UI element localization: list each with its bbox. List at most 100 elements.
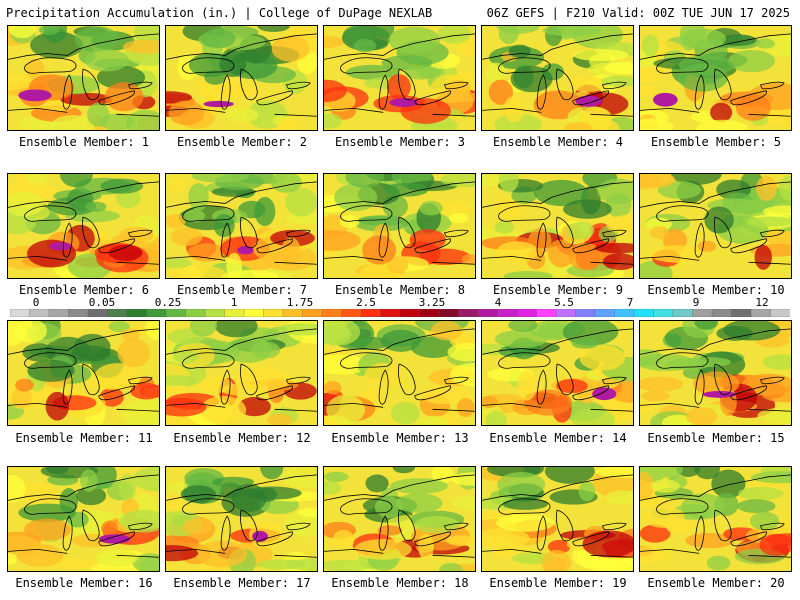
precip-colorbar [10, 309, 790, 317]
ensemble-panel [165, 320, 318, 426]
colorbar-tick-label: 2.5 [356, 296, 376, 309]
ensemble-panel [481, 173, 634, 279]
colorbar-swatch [360, 309, 381, 317]
ensemble-panel [481, 466, 634, 572]
ensemble-member-label: Ensemble Member: 9 [492, 283, 624, 297]
colorbar-swatch [594, 309, 615, 317]
colorbar-swatch [692, 309, 713, 317]
colorbar-swatch [282, 309, 303, 317]
precip-field-map [8, 467, 159, 571]
colorbar-tick-label: 7 [626, 296, 634, 309]
ensemble-member-label: Ensemble Member: 6 [18, 283, 150, 297]
colorbar-swatch [399, 309, 420, 317]
colorbar-swatch [419, 309, 440, 317]
colorbar-swatch [750, 309, 771, 317]
ensemble-panel [7, 466, 160, 572]
colorbar-swatch [224, 309, 245, 317]
ensemble-member-label: Ensemble Member: 14 [489, 431, 627, 445]
colorbar-swatch [263, 309, 284, 317]
precip-field-map [482, 467, 633, 571]
ensemble-panel [639, 466, 792, 572]
ensemble-member-label: Ensemble Member: 7 [176, 283, 308, 297]
ensemble-panel [639, 320, 792, 426]
precip-field-map [482, 174, 633, 278]
colorbar-tick-label: 0.25 [154, 296, 182, 309]
ensemble-member-label: Ensemble Member: 8 [334, 283, 466, 297]
colorbar-tick-label: 1 [230, 296, 238, 309]
colorbar-swatch [68, 309, 89, 317]
colorbar-swatch [458, 309, 479, 317]
colorbar-tick-label: 0.05 [88, 296, 116, 309]
ensemble-member-label: Ensemble Member: 11 [15, 431, 153, 445]
ensemble-member-label: Ensemble Member: 17 [173, 576, 311, 590]
colorbar-tick-label: 9 [692, 296, 700, 309]
precip-field-map [324, 321, 475, 425]
colorbar-swatch [770, 309, 790, 317]
colorbar-swatch [146, 309, 167, 317]
colorbar-swatch [536, 309, 557, 317]
colorbar-swatch [711, 309, 732, 317]
colorbar-swatch [380, 309, 401, 317]
colorbar-swatch [321, 309, 342, 317]
ensemble-panel [481, 25, 634, 131]
model-run-info: 06Z GEFS | F210 Valid: 00Z TUE JUN 17 20… [486, 6, 790, 20]
colorbar-tick-label: 12 [755, 296, 769, 309]
colorbar-swatch [497, 309, 518, 317]
ensemble-member-label: Ensemble Member: 10 [647, 283, 785, 297]
colorbar-swatch [653, 309, 674, 317]
colorbar-swatch [575, 309, 596, 317]
ensemble-panel [7, 320, 160, 426]
ensemble-member-label: Ensemble Member: 15 [647, 431, 785, 445]
ensemble-member-label: Ensemble Member: 20 [647, 576, 785, 590]
colorbar-tick-label: 1.75 [286, 296, 314, 309]
colorbar-swatch [10, 309, 30, 317]
colorbar-tick-label: 5.5 [554, 296, 574, 309]
precip-field-map [482, 321, 633, 425]
precip-field-map [8, 174, 159, 278]
ensemble-panel [7, 173, 160, 279]
ensemble-member-label: Ensemble Member: 5 [650, 135, 782, 149]
precip-field-map [324, 174, 475, 278]
colorbar-swatch [731, 309, 752, 317]
ensemble-panel [165, 466, 318, 572]
precip-field-map [8, 26, 159, 130]
ensemble-member-label: Ensemble Member: 13 [331, 431, 469, 445]
ensemble-panel [481, 320, 634, 426]
precip-field-map [640, 26, 791, 130]
colorbar-swatch [243, 309, 264, 317]
ensemble-panel [639, 173, 792, 279]
colorbar-swatch [614, 309, 635, 317]
ensemble-panel [639, 25, 792, 131]
ensemble-panel [7, 25, 160, 131]
colorbar-swatch [87, 309, 108, 317]
colorbar-swatch [185, 309, 206, 317]
ensemble-panel [165, 25, 318, 131]
precip-field-map [166, 174, 317, 278]
precip-field-map [166, 26, 317, 130]
ensemble-panel [323, 173, 476, 279]
ensemble-member-label: Ensemble Member: 12 [173, 431, 311, 445]
precip-field-map [8, 321, 159, 425]
colorbar-tick-label: 3.25 [418, 296, 446, 309]
colorbar-swatch [633, 309, 654, 317]
colorbar-swatch [126, 309, 147, 317]
ensemble-member-label: Ensemble Member: 18 [331, 576, 469, 590]
colorbar-swatch [204, 309, 225, 317]
ensemble-member-label: Ensemble Member: 1 [18, 135, 150, 149]
colorbar-swatch [438, 309, 459, 317]
colorbar-swatch [477, 309, 498, 317]
map-title: Precipitation Accumulation (in.) | Colle… [6, 6, 433, 20]
colorbar-tick-label: 0 [32, 296, 40, 309]
colorbar-swatch [29, 309, 50, 317]
colorbar-swatch [672, 309, 693, 317]
ensemble-panel [323, 320, 476, 426]
ensemble-panel [323, 466, 476, 572]
ensemble-member-label: Ensemble Member: 16 [15, 576, 153, 590]
ensemble-member-label: Ensemble Member: 4 [492, 135, 624, 149]
ensemble-panel [323, 25, 476, 131]
precip-field-map [640, 321, 791, 425]
precip-field-map [640, 174, 791, 278]
ensemble-member-label: Ensemble Member: 19 [489, 576, 627, 590]
precip-field-map [166, 321, 317, 425]
precip-field-map [166, 467, 317, 571]
